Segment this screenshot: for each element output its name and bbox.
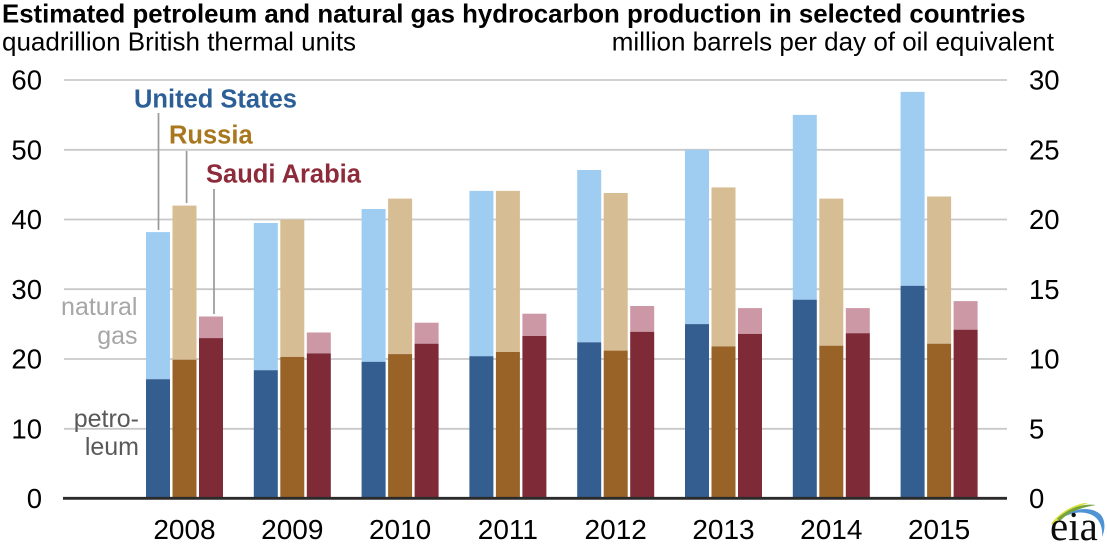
- svg-text:leum: leum: [85, 433, 139, 461]
- svg-text:2013: 2013: [692, 514, 754, 545]
- svg-text:Estimated petroleum and natura: Estimated petroleum and natural gas hydr…: [2, 1, 1025, 29]
- svg-text:0: 0: [1029, 483, 1044, 514]
- svg-text:2012: 2012: [585, 514, 647, 545]
- svg-text:quadrillion British thermal un: quadrillion British thermal units: [2, 27, 356, 57]
- svg-text:2009: 2009: [261, 514, 323, 545]
- svg-text:15: 15: [1029, 274, 1060, 305]
- svg-text:2015: 2015: [908, 514, 970, 545]
- svg-text:2011: 2011: [478, 514, 538, 545]
- svg-text:60: 60: [11, 65, 42, 96]
- svg-text:eia: eia: [1050, 503, 1098, 547]
- svg-text:million barrels per day of oil: million barrels per day of oil equivalen…: [612, 27, 1055, 57]
- svg-text:gas: gas: [97, 322, 137, 350]
- svg-text:10: 10: [11, 414, 42, 445]
- svg-text:25: 25: [1029, 135, 1060, 166]
- svg-text:0: 0: [27, 483, 42, 514]
- svg-text:50: 50: [11, 135, 42, 166]
- svg-text:Saudi Arabia: Saudi Arabia: [206, 161, 362, 189]
- svg-text:Russia: Russia: [169, 122, 253, 150]
- svg-text:40: 40: [11, 204, 42, 235]
- svg-text:petro-: petro-: [74, 405, 139, 433]
- svg-text:2010: 2010: [369, 514, 431, 545]
- svg-text:20: 20: [11, 344, 42, 375]
- svg-text:5: 5: [1029, 414, 1044, 445]
- svg-text:United States: United States: [134, 86, 297, 114]
- svg-text:natural: natural: [61, 293, 137, 321]
- svg-text:2014: 2014: [800, 514, 862, 545]
- svg-text:2008: 2008: [153, 514, 215, 545]
- svg-text:20: 20: [1029, 204, 1060, 235]
- svg-text:30: 30: [11, 274, 42, 305]
- svg-text:30: 30: [1029, 65, 1060, 96]
- svg-text:10: 10: [1029, 344, 1060, 375]
